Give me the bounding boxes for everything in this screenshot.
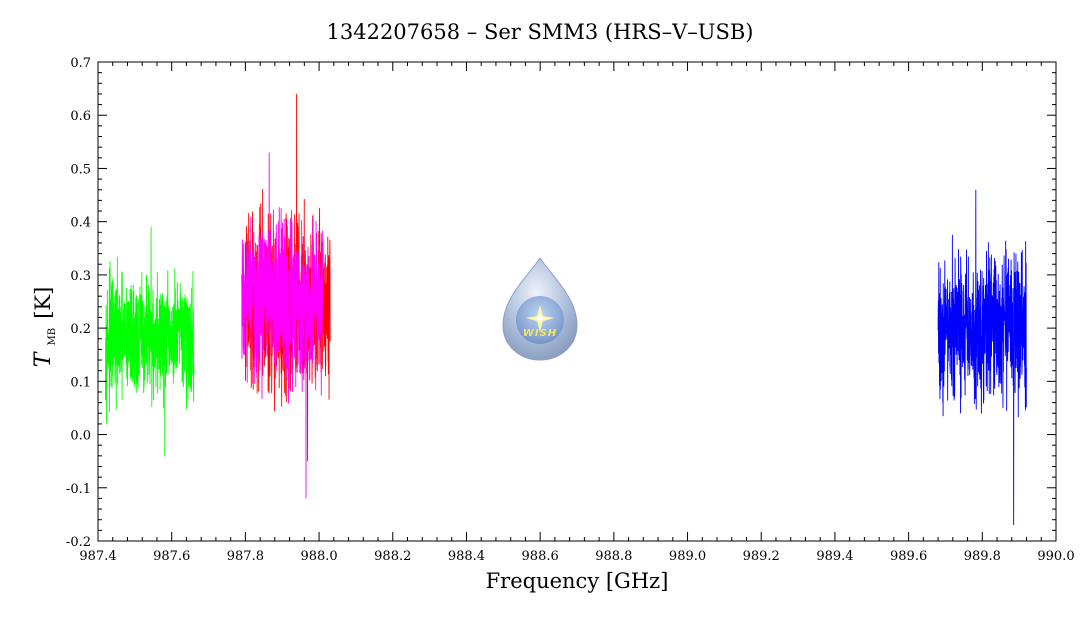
y-tick-label: 0.1 <box>70 375 91 390</box>
chart-title: 1342207658 – Ser SMM3 (HRS–V–USB) <box>327 20 754 44</box>
spectrum-series-4 <box>937 189 1027 526</box>
x-tick-label: 990.0 <box>1037 549 1074 564</box>
spectrum-series-3 <box>241 152 324 499</box>
y-axis-symbol: T <box>31 350 56 367</box>
y-axis-label: T MB [K] <box>31 287 59 368</box>
x-tick-label: 987.6 <box>153 549 190 564</box>
logo-label: WISH <box>523 328 557 339</box>
y-tick-label: 0.2 <box>70 322 91 337</box>
svg-text:T MB [K]: T MB [K] <box>31 287 59 368</box>
plot-frame <box>97 61 1057 542</box>
y-axis-subscript: MB <box>47 328 58 346</box>
y-tick-label: 0.3 <box>70 269 91 284</box>
y-tick-label: 0.0 <box>70 429 91 444</box>
wish-logo: WISH <box>502 257 578 361</box>
y-tick-label: 0.4 <box>70 216 91 231</box>
x-tick-label: 988.0 <box>300 549 337 564</box>
x-tick-label: 989.8 <box>964 549 1001 564</box>
spectrum-series-1 <box>104 226 195 456</box>
x-tick-label: 988.6 <box>522 549 559 564</box>
y-tick-label: 0.7 <box>70 56 91 71</box>
y-tick-label: 0.5 <box>70 162 91 177</box>
x-tick-label: 987.8 <box>227 549 264 564</box>
y-tick-label: -0.2 <box>66 535 91 550</box>
series-layer <box>104 93 1027 526</box>
y-tick-label: -0.1 <box>66 482 91 497</box>
x-tick-label: 988.4 <box>448 549 485 564</box>
x-tick-label: 987.4 <box>79 549 116 564</box>
x-tick-label: 989.2 <box>743 549 780 564</box>
x-tick-label: 988.8 <box>595 549 632 564</box>
x-tick-label: 988.2 <box>374 549 411 564</box>
x-tick-label: 989.0 <box>669 549 706 564</box>
x-tick-label: 989.4 <box>816 549 853 564</box>
tick-layer: 987.4 987.6 987.8 988.0 988.2 988.4 988.6 988.8… <box>66 56 1075 564</box>
y-tick-label: 0.6 <box>70 109 91 124</box>
x-axis-label: Frequency [GHz] <box>486 569 669 593</box>
y-axis-unit: [K] <box>31 287 55 319</box>
x-tick-label: 989.6 <box>890 549 927 564</box>
